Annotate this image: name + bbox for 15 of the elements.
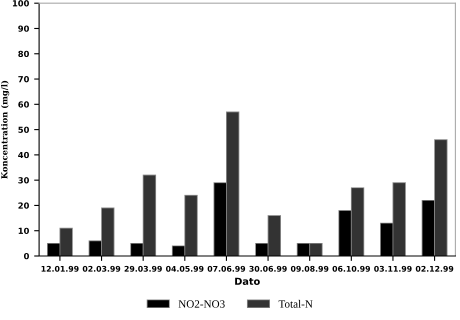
y-tick-label: 50 bbox=[18, 126, 29, 133]
x-axis-title: Dato bbox=[235, 278, 260, 285]
y-tick-label: 60 bbox=[18, 101, 29, 108]
legend-label: NO2-NO3 bbox=[178, 300, 225, 308]
y-tick-label: 0 bbox=[24, 252, 29, 260]
y-tick-label: 70 bbox=[18, 76, 29, 82]
y-tick-label: 20 bbox=[18, 202, 29, 209]
y-tick-label: 40 bbox=[18, 152, 29, 158]
y-tick-label: 30 bbox=[18, 177, 29, 184]
y-axis-title: Koncentration (mg/l) bbox=[1, 80, 10, 179]
y-tick-label: 80 bbox=[18, 50, 29, 58]
y-tick-label: 100 bbox=[12, 0, 29, 6]
y-tick-label: 10 bbox=[18, 228, 29, 234]
y-tick-label: 90 bbox=[18, 25, 29, 32]
legend-label: Total-N bbox=[278, 300, 313, 308]
